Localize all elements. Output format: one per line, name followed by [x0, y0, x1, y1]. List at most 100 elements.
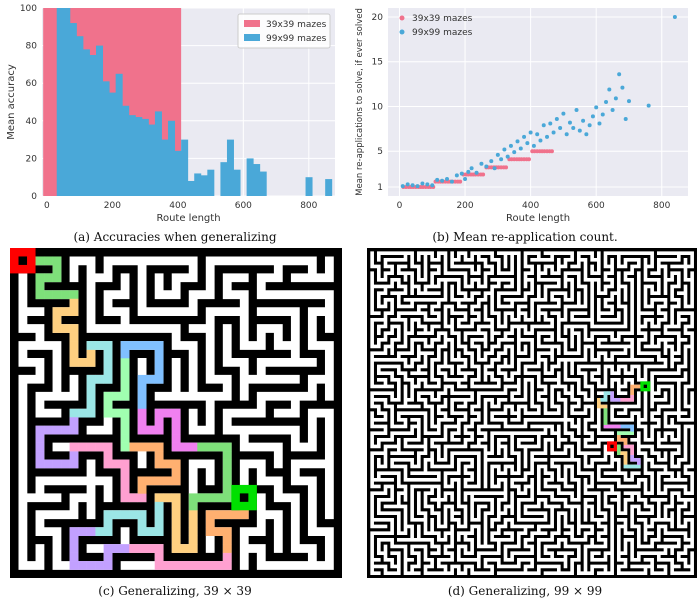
bar-99x99 — [89, 55, 97, 196]
solution-path-cell — [52, 315, 62, 325]
bar-99x99 — [226, 139, 234, 196]
y-tick-label: 100 — [20, 4, 37, 14]
solution-path-cell — [137, 442, 147, 452]
bar-39x39 — [128, 8, 136, 196]
point-99x99 — [551, 130, 556, 135]
solution-path-cell — [69, 527, 79, 536]
point-99x99 — [535, 132, 540, 137]
solution-path-cell — [52, 425, 62, 435]
solution-path-cell — [154, 518, 164, 528]
solution-path-cell — [171, 468, 181, 477]
solution-path-cell — [95, 374, 104, 384]
bar-39x39 — [121, 8, 129, 196]
solution-path-cell — [137, 476, 147, 486]
point-99x99 — [577, 128, 582, 133]
solution-path-cell — [129, 442, 138, 452]
bar-99x99 — [200, 175, 208, 196]
solution-path-cell — [214, 561, 224, 570]
solution-path-cell — [103, 510, 113, 520]
solution-path-cell — [137, 417, 147, 426]
solution-path-cell — [623, 424, 628, 429]
solution-path-cell — [69, 561, 79, 570]
solution-path-cell — [137, 544, 147, 553]
x-tick-label: 600 — [588, 201, 605, 211]
bar-99x99 — [168, 120, 176, 196]
solution-path-cell — [120, 442, 130, 452]
solution-path-cell — [197, 561, 207, 570]
solution-path-cell — [617, 438, 621, 442]
solution-path-cell — [86, 358, 96, 367]
solution-path-cell — [222, 510, 232, 520]
point-99x99 — [531, 143, 536, 148]
solution-path-cell — [222, 535, 232, 545]
solution-path-cell — [112, 544, 121, 553]
solution-path-cell — [171, 535, 181, 545]
bar-99x99 — [69, 23, 77, 197]
solution-path-cell — [120, 341, 130, 350]
point-99x99 — [610, 108, 615, 113]
solution-path-cell — [86, 341, 96, 350]
solution-path-cell — [69, 442, 79, 452]
solution-path-cell — [188, 501, 198, 511]
solution-path-cell — [637, 458, 641, 462]
solution-path-cell — [222, 552, 232, 562]
solution-path-cell — [627, 398, 631, 402]
point-99x99 — [587, 123, 592, 128]
solution-path-cell — [633, 384, 638, 389]
solution-path-cell — [154, 358, 164, 367]
solution-path-cell — [120, 358, 130, 367]
y-tick-label: 0 — [31, 192, 37, 202]
point-99x99 — [564, 132, 569, 137]
point-39x39 — [526, 157, 531, 162]
point-99x99 — [492, 166, 497, 171]
solution-path-cell — [120, 349, 130, 359]
solution-path-cell — [188, 527, 198, 536]
y-tick-label: 10 — [372, 102, 384, 112]
point-99x99 — [505, 154, 510, 159]
bar-99x99 — [253, 164, 261, 196]
point-99x99 — [620, 85, 625, 90]
solution-path-cell — [630, 388, 634, 392]
solution-path-cell — [61, 425, 70, 435]
solution-path-cell — [603, 411, 608, 415]
bar-39x39 — [43, 8, 51, 196]
legend-label: 99x99 mazes — [412, 28, 473, 38]
bar-39x39 — [141, 8, 149, 196]
point-99x99 — [420, 181, 425, 186]
bar-99x99 — [174, 150, 182, 196]
solution-path-cell — [44, 256, 53, 266]
solution-path-cell — [103, 366, 113, 376]
solution-path-cell — [630, 448, 634, 452]
solution-path-cell — [120, 476, 130, 486]
solution-path-cell — [623, 454, 628, 459]
solution-path-cell — [630, 454, 634, 459]
end-marker-center — [643, 384, 647, 388]
solution-path-cell — [154, 341, 164, 350]
solution-path-cell — [52, 459, 62, 469]
solution-path-cell — [171, 527, 181, 536]
solution-path-cell — [239, 510, 249, 520]
solution-path-cell — [35, 256, 45, 266]
bar-99x99 — [246, 158, 254, 196]
solution-path-cell — [52, 290, 62, 300]
solution-path-cell — [120, 544, 130, 553]
solution-path-cell — [69, 349, 79, 359]
solution-path-cell — [129, 544, 138, 553]
solution-path-cell — [112, 459, 121, 469]
solution-path-cell — [222, 561, 232, 570]
point-99x99 — [400, 184, 405, 189]
solution-path-cell — [630, 431, 634, 435]
solution-path-cell — [180, 561, 190, 570]
bar-99x99 — [259, 171, 267, 196]
point-99x99 — [581, 118, 586, 123]
solution-path-cell — [103, 527, 113, 536]
solution-path-cell — [205, 518, 215, 528]
point-99x99 — [405, 182, 410, 187]
legend-label: 39x39 mazes — [412, 14, 473, 24]
solution-path-cell — [623, 398, 628, 402]
solution-path-cell — [112, 408, 121, 418]
solution-path-cell — [69, 535, 79, 545]
bar-39x39 — [154, 8, 162, 196]
bar-99x99 — [82, 49, 90, 196]
bar-99x99 — [220, 162, 228, 196]
